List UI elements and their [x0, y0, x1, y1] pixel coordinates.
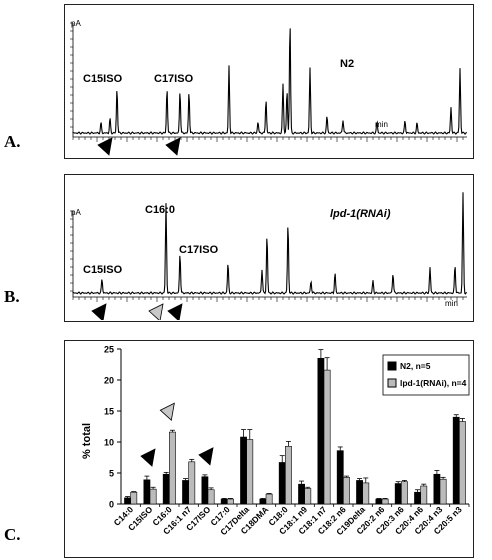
y-tick-label-c: 0 [109, 500, 114, 510]
legend-box [382, 354, 470, 396]
sample-label-b: lpd-1(RNAi) [330, 208, 391, 220]
bar-n2 [143, 479, 151, 505]
legend-c: N2, n=5 lpd-1(RNAi), n=4 [382, 354, 470, 396]
legend-label-lpd1: lpd-1(RNAi), n=4 [400, 378, 467, 388]
annotation-c15iso-a: C15ISO [83, 73, 123, 85]
bar-n2 [317, 357, 325, 505]
bar-n2 [452, 416, 460, 505]
marker-arrow-c [159, 402, 175, 422]
y-axis-label-c: % total [81, 423, 93, 459]
marker-arrow-c [198, 447, 214, 466]
sample-label-a: N2 [340, 58, 354, 70]
bar-lpd1 [149, 488, 157, 505]
bar-lpd1 [285, 446, 292, 505]
chromatogram-panel-a: pA min N2 C15ISO C17ISO [64, 4, 474, 159]
trace-line [72, 192, 468, 295]
bar-n2 [278, 462, 286, 505]
bar-chart-panel-c: % total 0 5 10 15 20 25 C14:0 C15ISO C16:0 C16:1 … [64, 340, 474, 558]
bar-lpd1 [265, 493, 273, 505]
chromatogram-b-svg: pA min lpd-1(RNAi) C15ISO C16:0 C17ISO [70, 192, 468, 320]
legend-swatch-lpd1 [387, 378, 397, 388]
x-unit-label-b: min [445, 299, 458, 308]
legend-swatch-n2 [387, 361, 397, 371]
panel-letter-b: B. [4, 287, 20, 306]
bar-n2 [124, 497, 131, 505]
bar-lpd1 [169, 431, 176, 505]
annotation-c15iso-b: C15ISO [83, 264, 123, 276]
bar-n2 [182, 480, 189, 505]
y-unit-label-a: pA [71, 19, 81, 28]
annotation-c17iso-b: C17ISO [179, 244, 219, 256]
bar-n2 [240, 436, 247, 505]
bar-lpd1 [130, 491, 138, 505]
marker-arrow-c [140, 448, 156, 467]
panel-letter-c: C. [4, 525, 21, 544]
bar-lpd1 [459, 421, 466, 505]
legend-label-n2: N2, n=5 [400, 361, 431, 371]
bar-n2 [336, 450, 344, 505]
bar-lpd1 [323, 369, 331, 505]
bar-lpd1 [246, 439, 254, 505]
bar-lpd1 [381, 498, 389, 505]
trace-b [70, 192, 468, 320]
y-tick-label-c: 15 [104, 407, 114, 417]
bar-lpd1 [188, 461, 196, 505]
bar-n2 [201, 476, 209, 505]
bar-lpd1 [343, 477, 350, 505]
bar-lpd1 [362, 482, 370, 505]
bar-n2 [220, 498, 228, 505]
bar-chart-c-svg: % total 0510152025C14:0C15ISOC16:0C16:1 … [81, 345, 470, 537]
bar-lpd1 [401, 481, 408, 505]
trace-line [72, 28, 468, 135]
chromatogram-a-svg: pA min N2 C15ISO C17ISO [70, 19, 468, 156]
bar-lpd1 [304, 488, 312, 505]
bar-lpd1 [207, 489, 215, 505]
marker-arrow [97, 137, 113, 156]
marker-arrow [165, 137, 181, 156]
trace-a [70, 22, 468, 156]
y-tick-label-c: 25 [104, 345, 114, 355]
annotation-c160-b: C16:0 [145, 204, 175, 216]
bar-n2 [375, 498, 383, 505]
bar-lpd1 [420, 485, 428, 505]
y-unit-label-b: pA [71, 208, 81, 217]
bar-n2 [298, 483, 305, 505]
bar-n2 [356, 480, 363, 505]
y-tick-label-c: 20 [104, 376, 114, 386]
bar-n2 [433, 473, 441, 505]
chromatogram-panel-b: pA min lpd-1(RNAi) C15ISO C16:0 C17ISO [64, 174, 474, 322]
bar-n2 [394, 483, 402, 505]
marker-arrow [91, 303, 107, 320]
marker-arrow [167, 303, 183, 320]
x-unit-label-a: min [375, 120, 388, 129]
bar-n2 [414, 491, 421, 505]
y-tick-label-c: 10 [104, 438, 114, 448]
annotation-c17iso-a: C17ISO [154, 73, 194, 85]
bar-n2 [162, 473, 170, 505]
panel-letter-a: A. [4, 132, 21, 151]
marker-arrow [148, 303, 164, 320]
bar-n2 [259, 498, 267, 505]
bar-lpd1 [439, 478, 447, 505]
bar-lpd1 [227, 498, 234, 505]
y-tick-label-c: 5 [109, 469, 114, 479]
